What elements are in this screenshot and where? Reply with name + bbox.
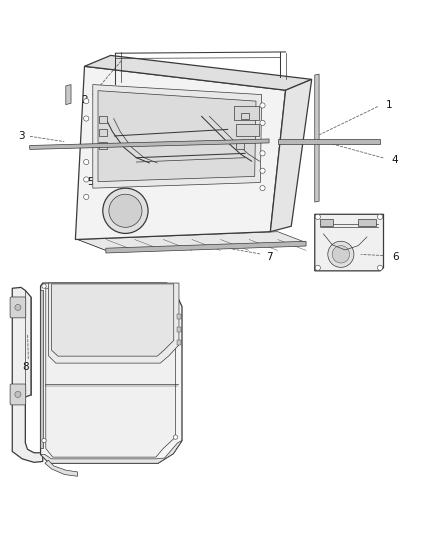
Circle shape — [84, 177, 89, 182]
Circle shape — [260, 151, 265, 156]
Bar — [237, 142, 244, 149]
Circle shape — [315, 214, 321, 220]
Bar — [358, 219, 376, 227]
Polygon shape — [93, 85, 261, 188]
FancyBboxPatch shape — [234, 107, 259, 120]
Bar — [177, 327, 181, 332]
Text: 5: 5 — [87, 176, 94, 187]
Circle shape — [15, 304, 21, 310]
Circle shape — [260, 168, 265, 173]
Bar — [177, 340, 181, 345]
Circle shape — [109, 194, 142, 228]
Circle shape — [84, 194, 89, 199]
Bar — [99, 142, 107, 149]
Polygon shape — [46, 288, 176, 457]
Text: 8: 8 — [22, 361, 28, 372]
Text: 4: 4 — [392, 155, 399, 165]
Polygon shape — [98, 91, 256, 182]
Polygon shape — [48, 283, 179, 363]
Polygon shape — [45, 460, 78, 477]
Text: 2: 2 — [81, 95, 88, 105]
Polygon shape — [78, 232, 306, 251]
Polygon shape — [51, 284, 174, 356]
Circle shape — [332, 246, 350, 263]
Text: 1: 1 — [386, 100, 392, 110]
Polygon shape — [30, 139, 269, 149]
Text: 6: 6 — [392, 252, 399, 262]
Circle shape — [260, 103, 265, 108]
Circle shape — [378, 265, 383, 270]
Circle shape — [42, 284, 46, 288]
Circle shape — [173, 435, 178, 439]
Circle shape — [103, 188, 148, 233]
Polygon shape — [106, 241, 306, 253]
Polygon shape — [41, 441, 182, 463]
Polygon shape — [85, 55, 312, 90]
Bar — [99, 130, 107, 136]
Polygon shape — [278, 139, 380, 144]
Bar — [177, 313, 181, 319]
Circle shape — [15, 391, 21, 398]
Polygon shape — [66, 85, 71, 104]
Polygon shape — [270, 79, 312, 232]
Polygon shape — [12, 287, 43, 462]
Text: 3: 3 — [18, 131, 24, 141]
Polygon shape — [40, 290, 43, 448]
Text: 7: 7 — [266, 252, 272, 262]
Circle shape — [315, 265, 321, 270]
Circle shape — [84, 159, 89, 165]
Circle shape — [328, 241, 354, 268]
Polygon shape — [315, 74, 319, 202]
FancyBboxPatch shape — [237, 124, 259, 136]
Circle shape — [260, 120, 265, 125]
Bar — [99, 116, 107, 123]
Circle shape — [42, 439, 46, 443]
Bar — [321, 219, 333, 227]
Circle shape — [378, 214, 383, 220]
Polygon shape — [75, 66, 286, 239]
Circle shape — [260, 185, 265, 191]
Bar — [241, 113, 249, 119]
Polygon shape — [41, 283, 182, 463]
Circle shape — [84, 99, 89, 104]
Polygon shape — [315, 214, 384, 271]
FancyBboxPatch shape — [10, 384, 26, 405]
Circle shape — [84, 116, 89, 121]
FancyBboxPatch shape — [10, 297, 26, 318]
